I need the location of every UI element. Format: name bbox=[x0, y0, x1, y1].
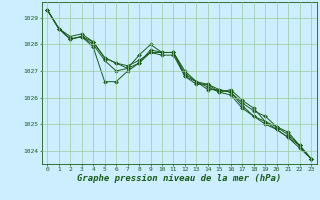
X-axis label: Graphe pression niveau de la mer (hPa): Graphe pression niveau de la mer (hPa) bbox=[77, 174, 281, 183]
